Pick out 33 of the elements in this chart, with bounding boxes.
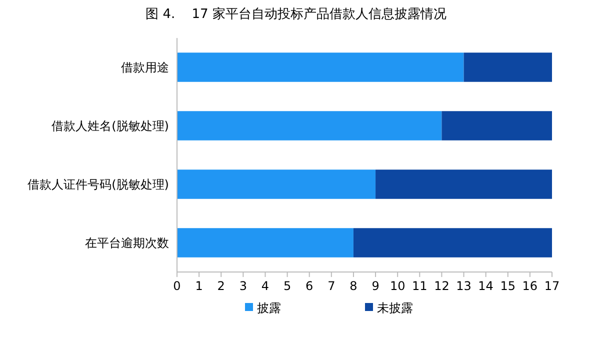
x-tick-label: 6 [306, 279, 314, 293]
x-tick-label: 14 [478, 279, 494, 293]
x-tick-label: 0 [173, 279, 181, 293]
x-tick-label: 7 [328, 279, 336, 293]
x-tick-label: 13 [456, 279, 472, 293]
bar [177, 170, 376, 199]
x-tick-label: 10 [390, 279, 406, 293]
y-tick-label: 在平台逾期次数 [85, 236, 169, 250]
x-tick-label: 5 [283, 279, 292, 293]
x-tick-label: 2 [217, 279, 225, 293]
bar [442, 111, 552, 140]
chart-title: 图 4. 17 家平台自动投标产品借款人信息披露情况 [146, 6, 446, 22]
bar [353, 228, 552, 258]
x-tick-label: 17 [544, 279, 560, 293]
x-tick-label: 16 [522, 279, 538, 293]
bar [464, 52, 552, 82]
x-tick-label: 11 [412, 279, 428, 293]
bar [376, 170, 552, 199]
x-tick-label: 9 [372, 279, 380, 293]
bar [177, 228, 354, 258]
y-tick-label: 借款人证件号码(脱敏处理) [28, 177, 169, 192]
bar [177, 111, 442, 140]
x-tick-label: 3 [239, 279, 247, 293]
x-tick-label: 15 [500, 279, 516, 293]
y-tick-label: 借款用途 [121, 60, 169, 74]
bar [177, 52, 464, 82]
x-tick-label: 1 [195, 279, 203, 293]
x-tick-label: 12 [434, 279, 450, 293]
y-tick-label: 借款人姓名(脱敏处理) [52, 118, 169, 133]
x-tick-label: 4 [261, 279, 270, 293]
legend-label: 未披露 [377, 301, 413, 316]
x-tick-label: 8 [350, 279, 358, 293]
legend-label: 披露 [257, 301, 281, 316]
